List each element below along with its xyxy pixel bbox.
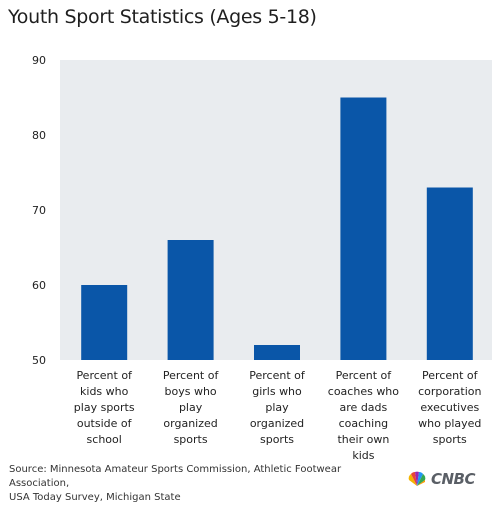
x-category-label: Percent of coaches who are dads coaching the… (328, 369, 400, 460)
bar (167, 240, 214, 360)
source-line-2: USA Today Survey, Michigan State (9, 492, 181, 503)
bar (254, 345, 300, 360)
x-category-label: Percent of boys who play organized sports (163, 369, 220, 446)
bar-chart: 50 60 70 80 90 Percent of kids who play sports… (32, 54, 482, 460)
y-axis: 50 60 70 80 90 (32, 54, 46, 367)
y-tick-label: 60 (32, 279, 46, 292)
peacock-icon (408, 471, 426, 486)
y-tick-label: 80 (32, 129, 46, 142)
x-category-label: Percent of kids who play sports outside of s… (74, 369, 135, 446)
y-tick-label: 70 (32, 204, 46, 217)
bar (340, 97, 387, 360)
y-tick-label: 50 (32, 354, 46, 367)
cnbc-logo: CNBC (406, 470, 476, 488)
source-line-1: Source: Minnesota Amateur Sports Commiss… (9, 464, 342, 489)
source-note: Source: Minnesota Amateur Sports Commiss… (9, 463, 389, 505)
y-tick-label: 90 (32, 54, 46, 67)
bars (81, 97, 473, 360)
bar (81, 285, 128, 360)
chart-title: Youth Sport Statistics (Ages 5-18) (8, 6, 317, 28)
bar (426, 187, 473, 360)
x-category-label: Percent of corporation executives who playe… (418, 369, 481, 446)
plot-area (60, 60, 492, 360)
x-category-label: Percent of girls who play organized sports (249, 369, 306, 446)
x-axis-labels: Percent of kids who play sports outside of s… (74, 369, 482, 460)
logo-text: CNBC (431, 470, 476, 488)
